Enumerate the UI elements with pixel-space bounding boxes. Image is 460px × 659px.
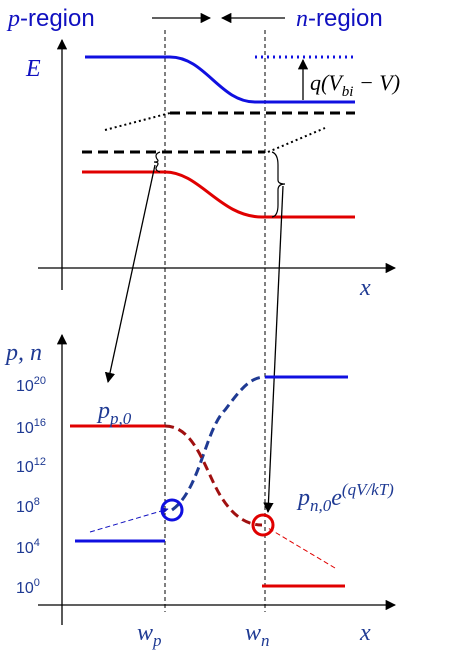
brace [271,151,286,218]
p-var: p [6,6,20,32]
p-rest: -region [20,5,95,32]
wn-label: wn [245,620,270,650]
tick-label: 1020 [16,375,46,395]
barrier-pre: q(V [310,70,344,95]
carrier-axes [38,333,397,625]
tick-exponent: 16 [34,417,46,429]
tick-exponent: 0 [34,577,40,589]
dotted-link [104,112,171,131]
pn0-exp: (qV/kT) [342,480,394,499]
valence-band [82,170,355,219]
pp0-var: p [96,398,110,424]
barrier-label: q(Vbi − V) [310,70,400,100]
tick-base: 10 [16,420,34,437]
band-axes [38,38,397,290]
tick-base: 10 [16,540,34,557]
extrapolation [267,527,336,569]
pn0-var: p [296,485,310,511]
extrapolation [89,507,169,533]
tick-base: 10 [16,459,34,476]
wp-var: w [137,620,153,646]
mapping-arrows [104,164,284,514]
boundary-point [160,498,184,522]
dotted-link [267,127,326,153]
tick-exponent: 4 [34,537,40,549]
pp0-label: pp,0 [96,398,132,428]
x-label: x [359,275,371,301]
tick-exponent: 20 [34,375,46,387]
brace [153,151,161,173]
tick-base: 10 [16,378,34,395]
n-rest: -region [308,5,383,32]
p-region-label: p-region [6,5,95,32]
energy-label: E [25,56,41,82]
tick-base: 10 [16,580,34,597]
n-region-label: n-region [296,5,383,32]
tick-label: 108 [16,496,40,516]
tick-base: 10 [16,499,34,516]
wp-sub: p [152,631,162,650]
pn0-label: pn,0e(qV/kT) [296,480,394,515]
barrier-sub: bi [342,84,354,100]
n-var: n [296,6,308,32]
tick-label: 100 [16,577,40,597]
tick-exponent: 8 [34,496,40,508]
tick-label: 1016 [16,417,46,437]
boundaries [164,30,266,612]
wn-var: w [245,620,261,646]
tick-exponent: 12 [34,456,46,468]
electron-profile [171,375,266,512]
boundary-point [251,513,275,537]
pn0-sub: n,0 [310,496,332,515]
wp-label: wp [137,620,162,650]
tick-label: 104 [16,537,40,557]
wn-sub: n [261,631,270,650]
carrier-axis-label: p, n [4,340,42,366]
barrier-post: − V) [353,70,400,95]
hole-profile [164,424,263,527]
x-label: x [359,620,371,646]
pp0-sub: p,0 [109,409,132,428]
pn0-e: e [331,485,342,511]
tick-label: 1012 [16,456,46,476]
conduction-band [85,55,355,104]
